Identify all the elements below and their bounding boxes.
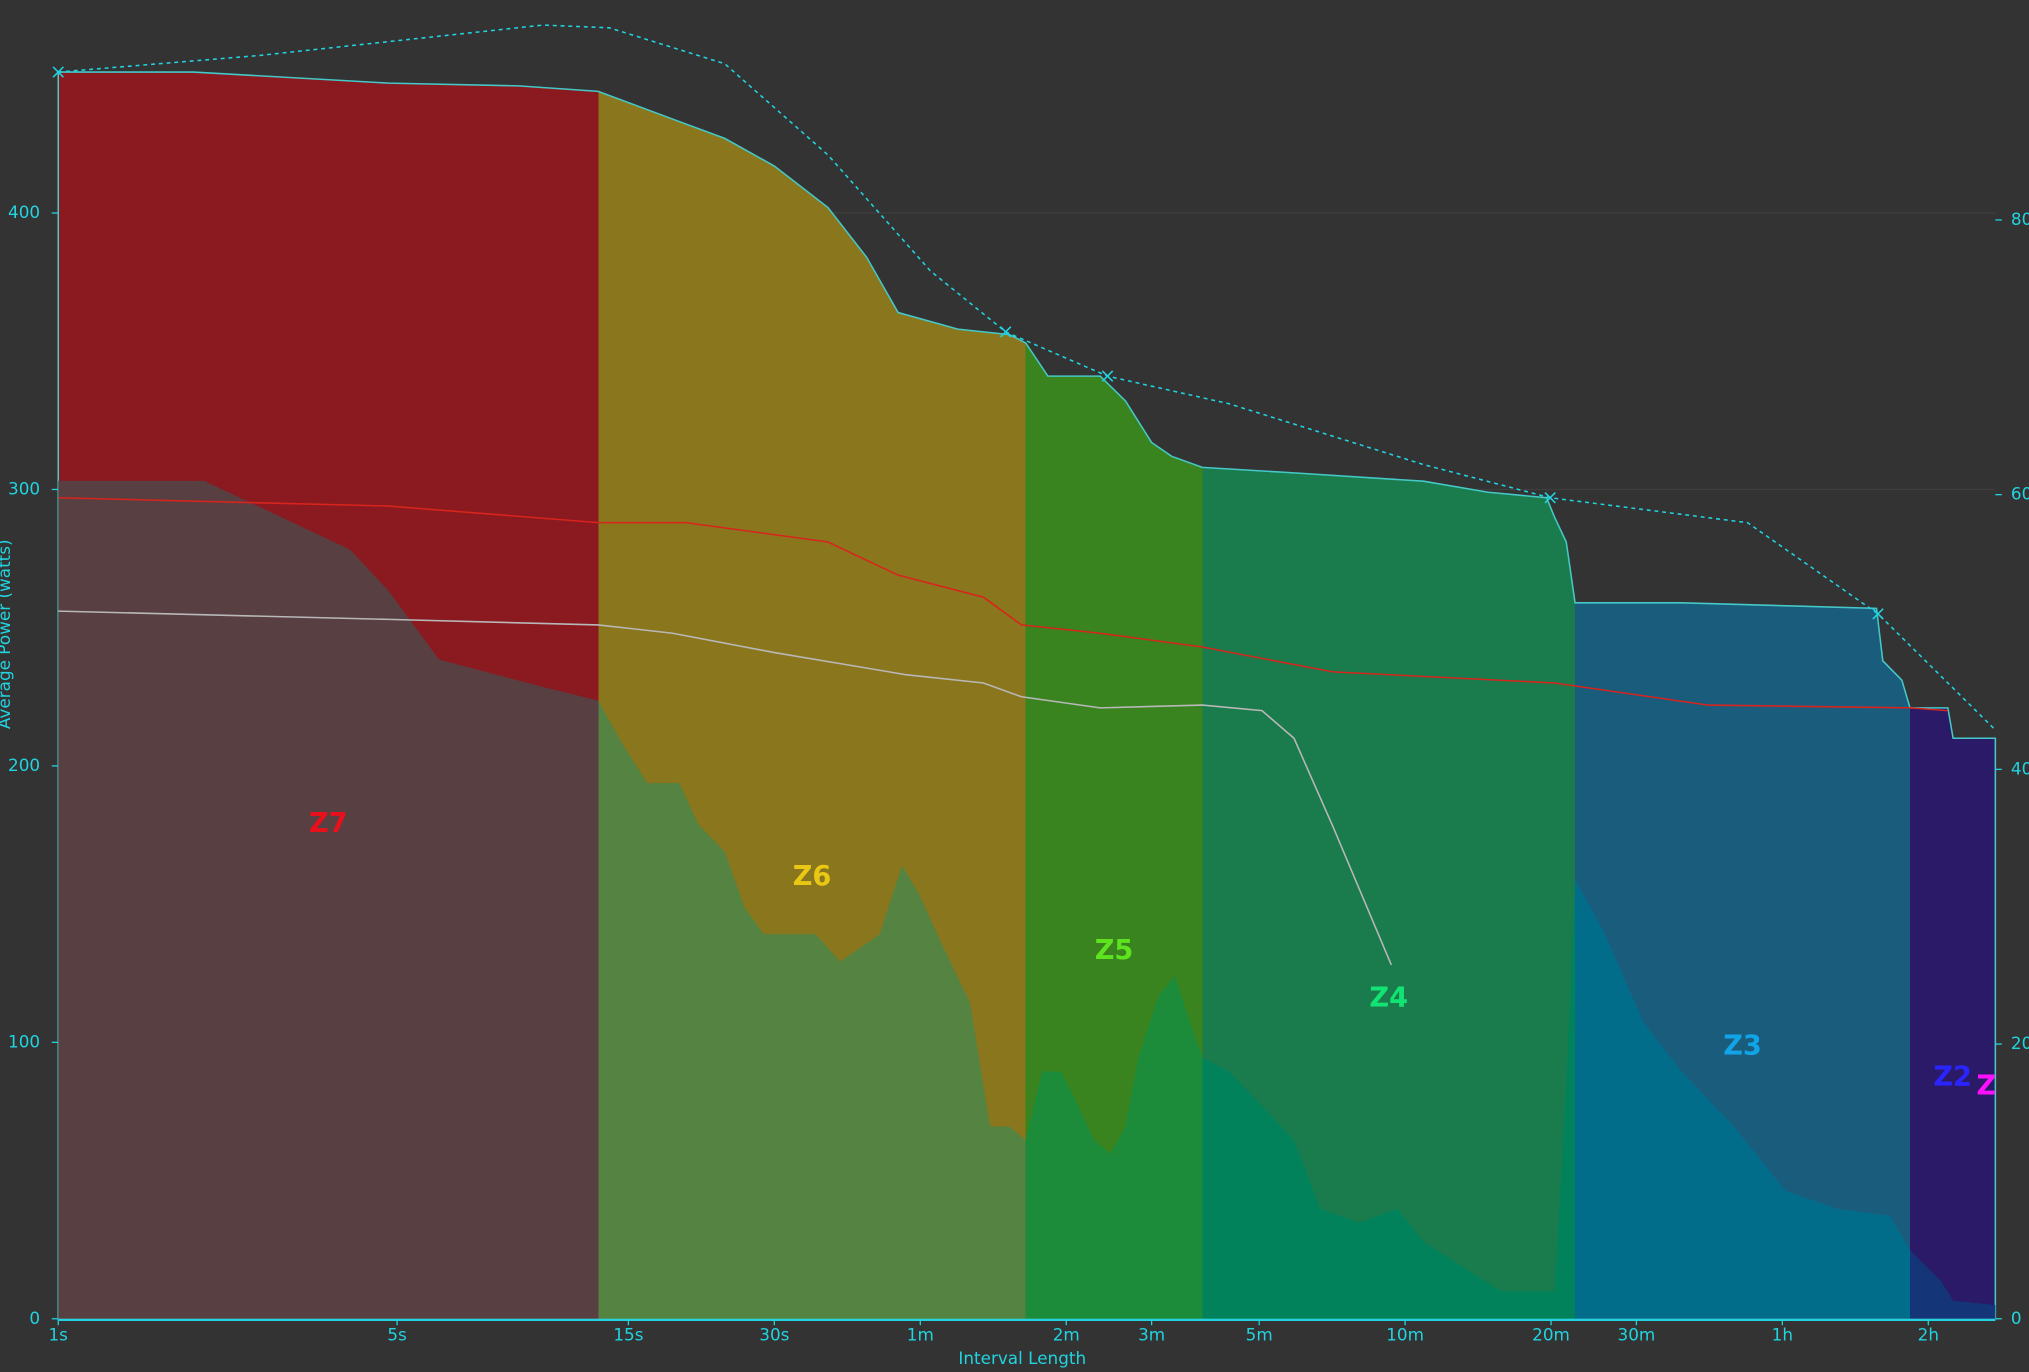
y-tick-label: 200 xyxy=(8,755,40,775)
zone-label: Z6 xyxy=(793,861,832,892)
x-tick-label: 2m xyxy=(1053,1325,1080,1345)
y2-tick-label: 40 xyxy=(2011,758,2029,778)
x-tick-label: 1s xyxy=(48,1325,67,1345)
zone-label: Z4 xyxy=(1369,983,1408,1014)
zone-label: Z5 xyxy=(1095,935,1134,966)
marker xyxy=(1872,608,1884,620)
zone-label: Z2 xyxy=(1933,1062,1972,1093)
marker xyxy=(1544,492,1556,504)
line xyxy=(58,496,1948,712)
y2-tick-label: 0 xyxy=(2011,1308,2022,1328)
x-tick-label: 5s xyxy=(387,1325,406,1345)
x-tick-label: 1h xyxy=(1772,1325,1793,1345)
y2-tick-label: 60 xyxy=(2011,484,2029,504)
y-tick-label: 300 xyxy=(8,478,40,498)
x-tick-label: 1m xyxy=(907,1325,934,1345)
y-tick-label: 100 xyxy=(8,1031,40,1051)
y-axis-title: Average Power (watts) xyxy=(0,539,14,729)
x-tick-label: 5m xyxy=(1246,1325,1273,1345)
zone-label: Z xyxy=(1976,1071,1996,1102)
zone-label: Z7 xyxy=(309,808,348,839)
x-tick-label: 2h xyxy=(1918,1325,1939,1345)
x-tick-label: 15s xyxy=(613,1325,643,1345)
y-tick-label: 400 xyxy=(8,202,40,222)
x-tick-label: 20m xyxy=(1532,1325,1570,1345)
y2-tick-label: 80 xyxy=(2011,209,2029,229)
x-tick-label: 10m xyxy=(1386,1325,1424,1345)
line xyxy=(58,610,1393,966)
x-tick-label: 30m xyxy=(1618,1325,1656,1345)
x-tick-label: 30s xyxy=(759,1325,789,1345)
marker xyxy=(1101,370,1114,382)
x-axis-title: Interval Length xyxy=(958,1348,1086,1368)
y2-tick-label: 20 xyxy=(2011,1033,2029,1053)
y-tick-label: 0 xyxy=(29,1308,40,1328)
marker xyxy=(52,66,64,78)
area xyxy=(58,480,1996,1319)
marker xyxy=(999,326,1012,338)
x-tick-label: 3m xyxy=(1138,1325,1165,1345)
zone-label: Z3 xyxy=(1723,1031,1762,1062)
